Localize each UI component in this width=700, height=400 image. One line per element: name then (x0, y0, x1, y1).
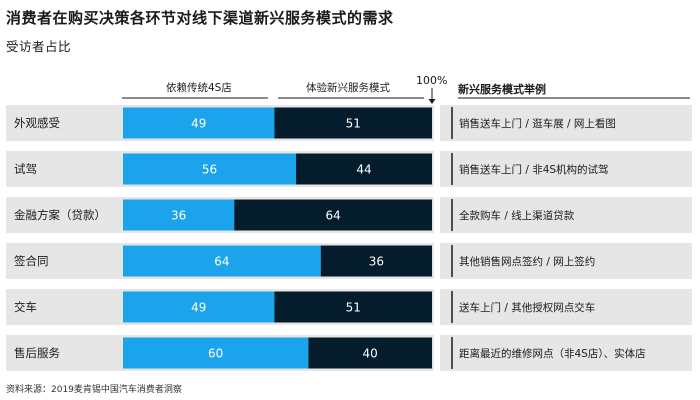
bar-s0-4 (123, 291, 275, 323)
legend-series-new-model: 体验新兴服务模式 (306, 82, 390, 94)
example-text-1: 销售送车上门 / 非4S机构的试驾 (459, 163, 609, 176)
bar-s0-0 (123, 107, 275, 139)
bar-label-s1-4: 51 (346, 301, 361, 315)
example-band-4 (440, 289, 692, 325)
bar-s1-5 (308, 337, 432, 369)
bar-s0-5 (123, 337, 309, 369)
bar-label-s0-5: 60 (208, 347, 223, 361)
bar-label-s1-0: 51 (346, 117, 361, 131)
bar-s1-4 (274, 291, 432, 323)
bar-label-s0-4: 49 (191, 301, 206, 315)
example-band-3 (440, 243, 692, 279)
bar-label-s0-3: 64 (214, 255, 229, 269)
example-band-0 (440, 105, 692, 141)
category-label-0: 外观感受 (14, 116, 60, 130)
category-label-2: 金融方案（贷款） (14, 208, 106, 222)
example-band-1 (440, 151, 692, 187)
bar-label-s1-5: 40 (363, 347, 378, 361)
bar-s0-3 (123, 245, 321, 277)
bar-s1-1 (296, 153, 432, 185)
chart-title: 消费者在购买决策各环节对线下渠道新兴服务模式的需求 (6, 9, 394, 27)
bar-label-s0-2: 36 (171, 209, 186, 223)
total-label: 100% (416, 74, 448, 87)
example-text-0: 销售送车上门 / 逛车展 / 网上看图 (459, 117, 616, 130)
example-text-5: 距离最近的维修网点（非4S店）、实体店 (459, 347, 646, 360)
examples-header: 新兴服务模式举例 (458, 83, 546, 96)
chart-subtitle: 受访者占比 (6, 39, 72, 54)
category-label-3: 签合同 (14, 254, 49, 268)
total-arrow-head (428, 99, 436, 104)
bar-label-s1-1: 44 (356, 163, 371, 177)
bar-s1-2 (234, 199, 432, 231)
example-text-4: 送车上门 / 其他授权网点交车 (459, 301, 595, 314)
legend-series-dealer: 依赖传统4S店 (166, 82, 232, 94)
category-label-1: 试驾 (14, 162, 37, 176)
example-text-2: 全款购车 / 线上渠道贷款 (459, 209, 575, 222)
source-note: 资料来源：2019麦肯锡中国汽车消费者洞察 (6, 385, 182, 395)
bar-label-s1-2: 64 (325, 209, 340, 223)
bar-s0-2 (123, 199, 235, 231)
example-band-2 (440, 197, 692, 233)
bar-s0-1 (123, 153, 297, 185)
bar-s1-3 (320, 245, 432, 277)
example-band-5 (440, 335, 692, 371)
category-label-5: 售后服务 (14, 346, 60, 360)
bar-s1-0 (274, 107, 432, 139)
category-label-4: 交车 (14, 300, 37, 314)
bar-label-s0-0: 49 (191, 117, 206, 131)
example-text-3: 其他销售网点签约 / 网上签约 (459, 255, 595, 268)
bar-label-s0-1: 56 (202, 163, 217, 177)
bar-label-s1-3: 36 (369, 255, 384, 269)
